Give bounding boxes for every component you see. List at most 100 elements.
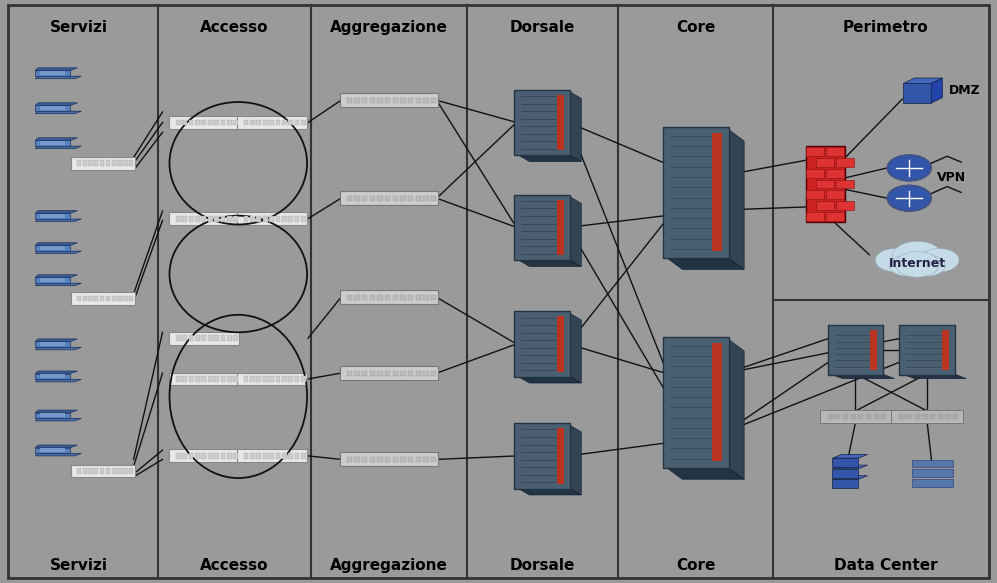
FancyBboxPatch shape bbox=[40, 342, 66, 346]
FancyBboxPatch shape bbox=[408, 98, 413, 103]
FancyBboxPatch shape bbox=[827, 168, 843, 178]
FancyBboxPatch shape bbox=[124, 296, 128, 301]
FancyBboxPatch shape bbox=[416, 457, 421, 462]
FancyBboxPatch shape bbox=[836, 201, 853, 210]
FancyBboxPatch shape bbox=[256, 376, 261, 382]
Polygon shape bbox=[727, 338, 744, 479]
FancyBboxPatch shape bbox=[227, 453, 231, 459]
FancyBboxPatch shape bbox=[35, 413, 71, 419]
FancyBboxPatch shape bbox=[201, 453, 206, 459]
FancyBboxPatch shape bbox=[220, 120, 225, 125]
FancyBboxPatch shape bbox=[195, 120, 199, 125]
FancyBboxPatch shape bbox=[188, 120, 193, 125]
FancyBboxPatch shape bbox=[207, 216, 212, 222]
Text: Accesso: Accesso bbox=[200, 557, 268, 573]
FancyBboxPatch shape bbox=[807, 168, 824, 178]
FancyBboxPatch shape bbox=[124, 468, 128, 474]
FancyBboxPatch shape bbox=[94, 296, 99, 301]
FancyBboxPatch shape bbox=[169, 116, 239, 129]
FancyBboxPatch shape bbox=[175, 120, 180, 125]
FancyBboxPatch shape bbox=[243, 120, 248, 125]
FancyBboxPatch shape bbox=[377, 196, 383, 201]
FancyBboxPatch shape bbox=[899, 415, 904, 419]
FancyBboxPatch shape bbox=[514, 90, 570, 155]
FancyBboxPatch shape bbox=[195, 453, 199, 459]
FancyBboxPatch shape bbox=[112, 296, 116, 301]
FancyBboxPatch shape bbox=[40, 141, 66, 145]
FancyBboxPatch shape bbox=[275, 376, 280, 382]
FancyBboxPatch shape bbox=[377, 457, 383, 462]
FancyBboxPatch shape bbox=[282, 376, 287, 382]
Text: Core: Core bbox=[676, 20, 716, 36]
FancyBboxPatch shape bbox=[370, 98, 375, 103]
FancyBboxPatch shape bbox=[850, 415, 855, 419]
FancyBboxPatch shape bbox=[207, 335, 212, 341]
FancyBboxPatch shape bbox=[233, 120, 238, 125]
FancyBboxPatch shape bbox=[8, 5, 989, 578]
FancyBboxPatch shape bbox=[836, 180, 853, 188]
FancyBboxPatch shape bbox=[817, 180, 833, 188]
FancyBboxPatch shape bbox=[807, 212, 824, 221]
FancyBboxPatch shape bbox=[362, 196, 367, 201]
FancyBboxPatch shape bbox=[195, 376, 199, 382]
FancyBboxPatch shape bbox=[891, 410, 963, 423]
FancyBboxPatch shape bbox=[362, 295, 367, 300]
FancyBboxPatch shape bbox=[899, 325, 955, 375]
Polygon shape bbox=[516, 375, 581, 383]
FancyBboxPatch shape bbox=[129, 296, 134, 301]
FancyBboxPatch shape bbox=[83, 296, 87, 301]
Circle shape bbox=[887, 185, 931, 211]
FancyBboxPatch shape bbox=[282, 120, 287, 125]
FancyBboxPatch shape bbox=[922, 415, 927, 419]
Text: Aggregazione: Aggregazione bbox=[330, 20, 448, 36]
FancyBboxPatch shape bbox=[827, 212, 843, 221]
FancyBboxPatch shape bbox=[881, 415, 886, 419]
FancyBboxPatch shape bbox=[937, 415, 943, 419]
FancyBboxPatch shape bbox=[175, 376, 180, 382]
FancyBboxPatch shape bbox=[354, 98, 360, 103]
FancyBboxPatch shape bbox=[118, 296, 122, 301]
FancyBboxPatch shape bbox=[401, 371, 406, 375]
FancyBboxPatch shape bbox=[347, 295, 352, 300]
FancyBboxPatch shape bbox=[362, 98, 367, 103]
FancyBboxPatch shape bbox=[340, 290, 438, 304]
FancyBboxPatch shape bbox=[83, 160, 87, 166]
FancyBboxPatch shape bbox=[250, 453, 255, 459]
FancyBboxPatch shape bbox=[89, 160, 93, 166]
FancyBboxPatch shape bbox=[301, 376, 306, 382]
Polygon shape bbox=[35, 103, 78, 106]
FancyBboxPatch shape bbox=[663, 127, 729, 258]
FancyBboxPatch shape bbox=[214, 216, 219, 222]
FancyBboxPatch shape bbox=[431, 98, 437, 103]
FancyBboxPatch shape bbox=[237, 212, 307, 225]
FancyBboxPatch shape bbox=[903, 83, 931, 103]
Polygon shape bbox=[568, 196, 581, 266]
FancyBboxPatch shape bbox=[269, 376, 274, 382]
Text: Internet: Internet bbox=[888, 257, 946, 270]
FancyBboxPatch shape bbox=[195, 216, 199, 222]
FancyBboxPatch shape bbox=[35, 141, 71, 146]
FancyBboxPatch shape bbox=[35, 245, 71, 251]
FancyBboxPatch shape bbox=[118, 468, 122, 474]
FancyBboxPatch shape bbox=[40, 106, 66, 110]
FancyBboxPatch shape bbox=[188, 376, 193, 382]
Text: Dorsale: Dorsale bbox=[509, 20, 575, 36]
FancyBboxPatch shape bbox=[40, 413, 66, 417]
Polygon shape bbox=[832, 455, 867, 458]
FancyBboxPatch shape bbox=[233, 335, 238, 341]
FancyBboxPatch shape bbox=[201, 216, 206, 222]
Polygon shape bbox=[35, 68, 78, 71]
FancyBboxPatch shape bbox=[288, 216, 293, 222]
FancyBboxPatch shape bbox=[362, 457, 367, 462]
FancyBboxPatch shape bbox=[873, 415, 878, 419]
Polygon shape bbox=[35, 275, 78, 278]
FancyBboxPatch shape bbox=[106, 296, 110, 301]
FancyBboxPatch shape bbox=[832, 469, 858, 478]
Polygon shape bbox=[830, 374, 894, 378]
FancyBboxPatch shape bbox=[35, 106, 71, 111]
FancyBboxPatch shape bbox=[243, 216, 248, 222]
FancyBboxPatch shape bbox=[201, 120, 206, 125]
FancyBboxPatch shape bbox=[35, 213, 71, 219]
FancyBboxPatch shape bbox=[858, 415, 863, 419]
FancyBboxPatch shape bbox=[40, 246, 66, 250]
